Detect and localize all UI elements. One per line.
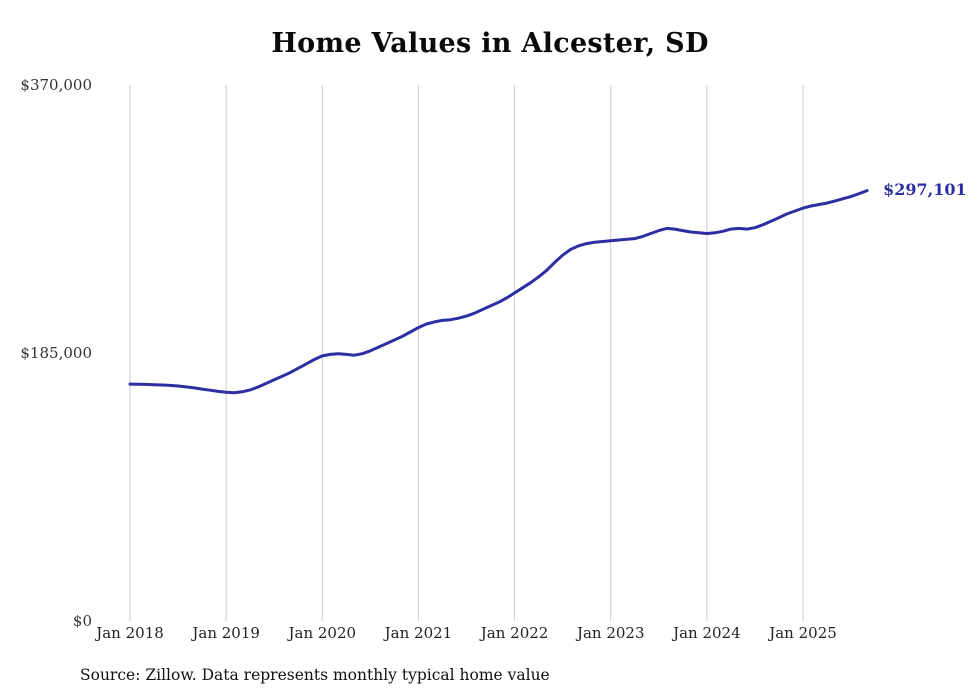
x-tick-label: Jan 2025	[769, 624, 837, 642]
final-value-label: $297,101	[883, 179, 967, 199]
x-tick-label: Jan 2022	[480, 624, 549, 642]
x-tick-label: Jan 2018	[96, 624, 164, 642]
y-tick-label: $185,000	[20, 344, 92, 362]
x-tick-label: Jan 2019	[192, 624, 260, 642]
y-tick-label: $0	[72, 612, 92, 630]
chart-title: Home Values in Alcester, SD	[271, 28, 709, 59]
x-tick-label: Jan 2023	[576, 624, 645, 642]
x-tick-label: Jan 2024	[673, 624, 741, 642]
y-tick-label: $370,000	[20, 76, 92, 94]
source-attribution: Source: Zillow. Data represents monthly …	[80, 666, 550, 684]
x-tick-label: Jan 2020	[288, 624, 357, 642]
home-value-series-line	[128, 189, 869, 395]
x-tick-label: Jan 2021	[384, 624, 453, 642]
